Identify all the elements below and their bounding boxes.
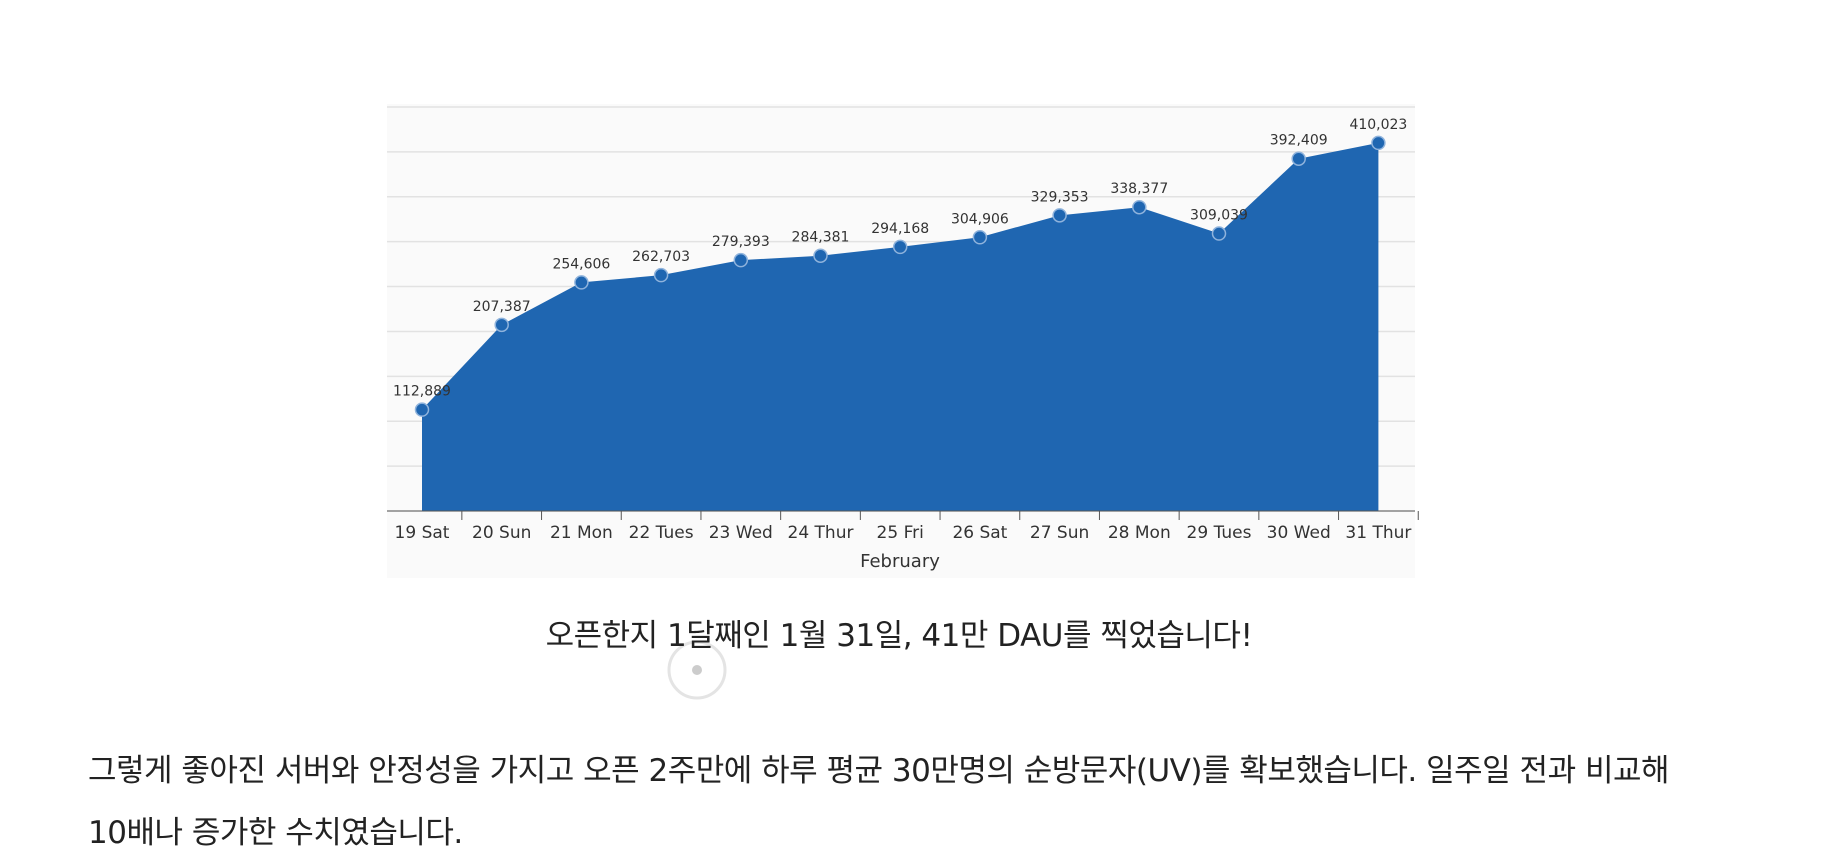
value-label: 284,381 xyxy=(792,230,850,246)
point xyxy=(1052,208,1067,223)
point xyxy=(892,239,908,255)
value-label: 329,353 xyxy=(1031,189,1089,205)
point xyxy=(733,252,749,268)
chart: February 112,889 207,387 254,606 262,703 279… xyxy=(387,106,1419,572)
point xyxy=(494,317,509,333)
x-tick-label: 27 Sun xyxy=(1030,523,1089,543)
x-axis-title: February xyxy=(860,551,940,572)
point xyxy=(1371,135,1386,151)
point xyxy=(813,248,828,263)
value-label: 254,606 xyxy=(552,256,610,272)
spinner-dot xyxy=(692,665,702,675)
value-label: 262,703 xyxy=(632,249,690,265)
value-label: 392,409 xyxy=(1270,133,1328,149)
caption: 오픈한지 1달째인 1월 31일, 41만 DAU를 찍었습니다! xyxy=(545,618,1253,654)
value-label: 294,168 xyxy=(871,221,929,237)
x-tick-label: 25 Fri xyxy=(877,523,924,543)
value-label: 112,889 xyxy=(393,384,451,400)
x-tick-label: 28 Mon xyxy=(1108,523,1171,543)
area xyxy=(422,142,1379,512)
point xyxy=(972,230,988,245)
x-tick-label: 26 Sat xyxy=(952,523,1007,543)
point xyxy=(1211,226,1227,241)
x-tick-label: 19 Sat xyxy=(395,523,450,543)
paragraph: 그렇게 좋아진 서버와 안정성을 가지고 오픈 2주만에 하루 평균 30만명의… xyxy=(88,753,1670,851)
x-tick-label: 22 Tues xyxy=(629,523,694,543)
value-label: 338,377 xyxy=(1110,181,1168,197)
x-tick-label: 24 Thur xyxy=(788,523,854,543)
x-tick-label: 31 Thur xyxy=(1345,523,1411,543)
point xyxy=(653,267,669,283)
value-label: 304,906 xyxy=(951,211,1009,227)
value-label: 279,393 xyxy=(712,234,770,250)
x-tick-label: 29 Tues xyxy=(1187,523,1252,543)
point xyxy=(574,275,589,290)
value-label: 309,039 xyxy=(1190,208,1248,224)
value-label: 207,387 xyxy=(473,299,531,315)
value-label: 410,023 xyxy=(1349,117,1407,133)
x-tick-label: 30 Wed xyxy=(1267,523,1331,543)
point xyxy=(1132,199,1147,215)
x-tick-label: 23 Wed xyxy=(709,523,773,543)
x-tick-label: 21 Mon xyxy=(550,523,613,543)
point xyxy=(1291,151,1306,166)
point xyxy=(414,402,430,417)
x-tick-label: 20 Sun xyxy=(472,523,531,543)
